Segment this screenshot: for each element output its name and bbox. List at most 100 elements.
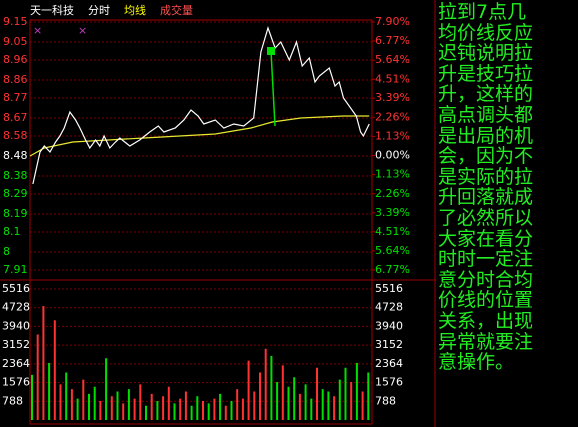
y-tick-label: 8.29	[3, 187, 28, 200]
marker: ×	[78, 24, 87, 37]
y-tick-label: 8.96	[3, 53, 28, 66]
volume-bar	[122, 403, 125, 420]
volume-bar	[202, 401, 204, 420]
volume-bar	[190, 405, 193, 420]
volume-bar	[76, 398, 79, 420]
annotation-line: 是出局的机	[438, 124, 534, 147]
volume-bar	[338, 379, 341, 420]
annotation-arrow	[270, 50, 276, 127]
volume-tick-label: 4728	[375, 301, 403, 314]
volume-bar	[224, 405, 227, 420]
volume-bar	[59, 384, 62, 420]
volume-bar	[184, 391, 187, 420]
annotation-line: 高点调头都	[438, 103, 534, 126]
annotation: 拉到7点几 均价线反应 迟钝说明拉 升是技巧拉 升，这样的 高点调头都 是出局的机 会，因为不…	[438, 2, 576, 373]
volume-tick-label: 788	[2, 394, 23, 407]
volume-bar	[88, 393, 90, 420]
volume-bar	[350, 382, 353, 420]
y2-tick-label: 1.13%	[375, 168, 410, 181]
volume-bar	[31, 374, 33, 420]
volume-bar	[139, 384, 142, 420]
volume-bar	[65, 372, 68, 420]
annotation-line: 迟钝说明拉	[438, 42, 534, 65]
volume-bar	[162, 396, 165, 420]
annotation-line: 升回落就成	[438, 186, 534, 209]
plot-border	[29, 19, 373, 425]
y-tick-label: 8.1	[3, 225, 21, 238]
volume-bar	[105, 358, 108, 420]
volume-tick-label: 3152	[375, 338, 403, 351]
volume-bar	[133, 398, 136, 420]
annotation-line: 是实际的拉	[438, 165, 534, 188]
volume-bar	[99, 401, 102, 420]
volume-tick-label: 3940	[375, 319, 403, 332]
volume-bar	[293, 377, 296, 420]
volume-bar	[219, 393, 222, 420]
volume-bar	[321, 389, 324, 420]
volume-tick-label: 1576	[2, 376, 30, 389]
volume-tick-label: 5516	[2, 282, 30, 295]
volume-tick-label: 788	[375, 394, 396, 407]
volume-bar	[179, 398, 182, 420]
volume-bar	[253, 391, 256, 420]
volume-bar	[173, 403, 176, 420]
annotation-line: 升，这样的	[438, 83, 534, 106]
y2-tick-label: 7.90%	[375, 15, 410, 28]
volume-bar	[310, 398, 313, 420]
volume-bar	[207, 403, 210, 420]
volume-tick-label: 1576	[375, 376, 403, 389]
price-line	[32, 26, 370, 185]
annotation-line: 拉到7点几	[438, 1, 527, 23]
volume-bar	[327, 391, 330, 420]
y2-tick-label: 2.26%	[375, 187, 410, 200]
annotation-line: 大家在看分	[438, 227, 534, 250]
volume-bar	[247, 360, 250, 420]
y-tick-label: 8.48	[3, 149, 28, 162]
volume-tick-label: 2364	[2, 357, 30, 370]
annotation-line: 会，因为不	[438, 145, 534, 168]
volume-tick-label: 3152	[2, 338, 30, 351]
volume-bar	[236, 389, 239, 420]
volume-bar	[48, 363, 51, 420]
marker: ×	[33, 24, 42, 37]
annotation-line: 了必然所以	[438, 206, 534, 229]
volume-bar	[270, 355, 273, 420]
y-tick-label: 9.05	[3, 35, 28, 48]
annotation-marker	[267, 47, 275, 55]
volume-bar	[264, 348, 267, 420]
volume-bar	[93, 386, 96, 420]
y-tick-label: 9.15	[3, 15, 28, 28]
header-item: 成交量	[160, 3, 193, 17]
volume-bar	[316, 367, 318, 420]
volume-bar	[259, 372, 261, 420]
volume-bar	[42, 306, 45, 420]
y-tick-label: 8	[3, 245, 10, 258]
volume-bar	[167, 386, 170, 420]
annotation-line: 升是技巧拉	[438, 62, 534, 85]
annotation-line: 时时一定注	[438, 248, 534, 271]
y-tick-label: 8.19	[3, 207, 28, 220]
y2-tick-label: 6.77%	[375, 263, 410, 276]
y2-tick-label: 3.39%	[375, 206, 410, 219]
annotation-line: 异常就要注	[438, 330, 534, 353]
annotation-line: 意操作。	[438, 351, 515, 374]
volume-bar	[304, 384, 307, 420]
header-item: 均线	[124, 3, 146, 17]
volume-tick-label: 5516	[375, 282, 403, 295]
volume-tick-label: 4728	[2, 301, 30, 314]
volume-tick-label: 2364	[375, 357, 403, 370]
y2-tick-label: 1.13%	[375, 129, 410, 142]
annotation-line: 价线的位置	[438, 289, 534, 312]
y2-tick-label: 6.77%	[375, 34, 410, 47]
y2-tick-label: 3.39%	[375, 91, 410, 104]
y2-tick-label: 5.64%	[375, 53, 410, 66]
volume-tick-label: 3940	[2, 319, 30, 332]
average-line	[29, 115, 370, 157]
header-item: 分时	[88, 4, 110, 17]
header-item: 天一科技	[30, 3, 74, 17]
volume-bar	[230, 401, 233, 420]
annotation-line: 意分时合均	[438, 268, 534, 291]
annotation-line: 均价线反应	[438, 21, 534, 44]
volume-bar	[213, 398, 216, 420]
